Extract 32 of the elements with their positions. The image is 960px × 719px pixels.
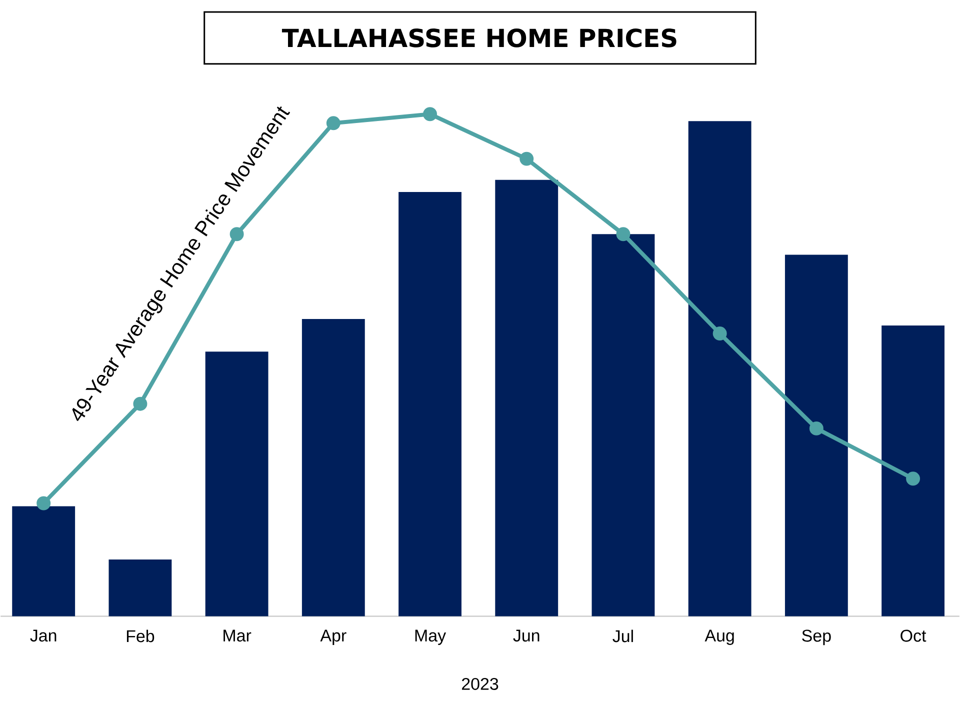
point — [230, 227, 244, 242]
point — [36, 496, 51, 510]
x-tick-label: Jul — [612, 630, 633, 642]
point — [423, 107, 438, 122]
bar — [592, 234, 655, 616]
bar — [398, 192, 462, 616]
x-tick-label: Jan — [30, 630, 56, 642]
point — [326, 116, 340, 130]
bar — [688, 121, 752, 616]
point — [712, 326, 727, 340]
bar — [495, 180, 558, 616]
x-tick-label: Sep — [802, 630, 831, 646]
bar — [784, 254, 848, 616]
x-tick-label: Oct — [900, 630, 926, 642]
bar — [302, 318, 365, 616]
point — [616, 227, 630, 242]
point — [809, 421, 824, 436]
x-tick-label: Apr — [320, 630, 346, 645]
point — [520, 152, 534, 166]
x-tick-label: Aug — [704, 630, 734, 645]
x-tick-label: Feb — [126, 630, 154, 642]
x-tick-label: Mar — [224, 630, 252, 642]
bar — [882, 325, 944, 616]
bar — [108, 559, 172, 616]
x-tick-label: Jun — [513, 630, 540, 642]
bar — [12, 506, 76, 616]
point — [906, 472, 920, 486]
point — [133, 396, 148, 411]
bar — [205, 352, 268, 616]
x-tick-label: May — [415, 630, 446, 645]
chart-title: TALLAHASSEE HOME PRICES — [282, 28, 676, 48]
x-axis-title: 2023 — [462, 678, 498, 690]
